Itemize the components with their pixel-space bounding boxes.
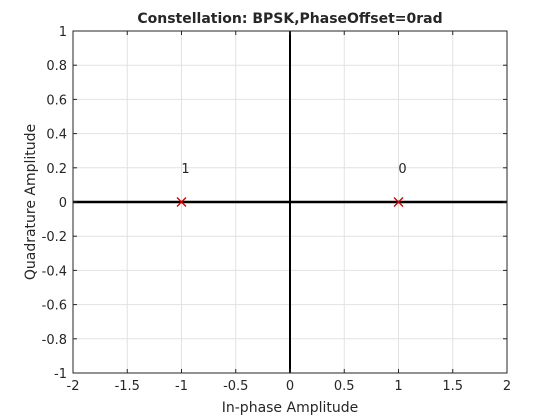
y-tick-label: -0.4	[42, 264, 67, 279]
y-tick-label: 0.8	[46, 59, 67, 74]
y-tick-label: 0.6	[46, 93, 67, 108]
y-tick-label: 0	[59, 196, 67, 211]
y-tick-label: 1	[59, 25, 67, 40]
x-tick-label: 0	[286, 379, 294, 394]
y-tick-label: 0.2	[46, 162, 67, 177]
y-tick-label: -1	[54, 367, 67, 382]
constellation-point	[176, 197, 187, 207]
y-tick-label: -0.2	[42, 230, 67, 245]
y-tick-label: -0.8	[42, 333, 67, 348]
x-tick-label: 2	[503, 379, 511, 394]
point-marker-stroke	[176, 197, 187, 207]
point-marker-stroke	[393, 197, 404, 207]
y-tick-label: 0.4	[46, 128, 67, 143]
x-tick-label: -2	[67, 379, 80, 394]
plot-area: -2 -1.5 -1 -0.5 0 0.5 1 1.5 2 -1 -0.8 -0.6 -0.4 -0.2 0…	[42, 25, 512, 394]
x-tick-label: 0.5	[334, 379, 355, 394]
point-label: 0	[398, 162, 406, 177]
x-tick-label: -0.5	[223, 379, 248, 394]
y-axis-label: Quadrature Amplitude	[23, 124, 39, 280]
x-tick-label: -1.5	[115, 379, 140, 394]
x-tick-label: 1	[394, 379, 402, 394]
x-tick-label: -1	[175, 379, 188, 394]
y-tick-label: -0.6	[42, 299, 67, 314]
x-tick-label: 1.5	[442, 379, 463, 394]
constellation-point	[393, 197, 404, 207]
chart-title: Constellation: BPSK,PhaseOffset=0rad	[137, 11, 442, 27]
point-label: 1	[181, 162, 189, 177]
x-axis-label: In-phase Amplitude	[222, 400, 359, 416]
